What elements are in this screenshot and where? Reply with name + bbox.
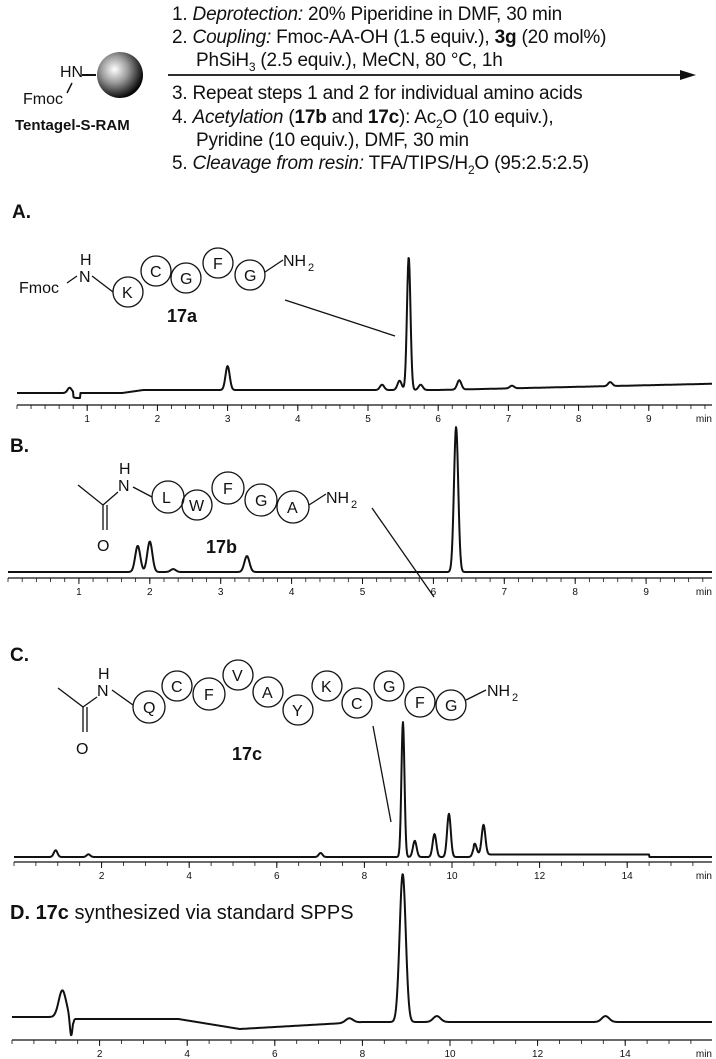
step-4-cont: Pyridine (10 equiv.), DMF, 30 min [196, 130, 469, 151]
panel-label-a: A. [12, 202, 31, 223]
svg-text:O: O [76, 741, 88, 758]
svg-text:NH: NH [487, 683, 510, 700]
tick-label: 6 [435, 414, 441, 425]
compound-label-17c: 17c [232, 744, 263, 764]
svg-text:K: K [321, 679, 332, 696]
tick-label: 6 [431, 587, 437, 598]
svg-text:F: F [415, 695, 425, 712]
tick-label: 3 [218, 587, 224, 598]
axis-unit-label: min [696, 1049, 712, 1059]
trace-d: 2 4 6 8 10 12 14 min [11, 873, 713, 1059]
trace-b: 1 2 3 4 5 6 7 8 9 min [7, 426, 713, 598]
tick-label: 7 [502, 587, 508, 598]
svg-text:C: C [351, 696, 363, 713]
tick-label: 14 [622, 871, 634, 882]
axis-unit-label: min [696, 871, 712, 882]
svg-text:W: W [189, 498, 205, 515]
svg-text:Y: Y [292, 703, 303, 720]
panel-d-title: D. 17c synthesized via standard SPPS [10, 902, 354, 924]
svg-text:Q: Q [143, 700, 155, 717]
svg-text:2: 2 [512, 692, 518, 704]
tick-label: 4 [186, 871, 192, 882]
step-3: 3. Repeat steps 1 and 2 for individual a… [172, 83, 583, 104]
panel-label-b: B. [10, 436, 29, 457]
tick-label: 2 [155, 414, 161, 425]
axis-unit-label: min [696, 414, 712, 425]
step-2-cont: PhSiH3 (2.5 equiv.), MeCN, 80 °C, 1h [196, 50, 503, 74]
tick-label: 1 [76, 587, 82, 598]
svg-text:A: A [262, 685, 273, 702]
tick-label: 12 [534, 871, 546, 882]
tick-label: 4 [295, 414, 301, 425]
tick-label: 8 [572, 587, 578, 598]
svg-text:H: H [98, 666, 110, 683]
tick-label: 2 [97, 1049, 103, 1059]
tick-label: 8 [362, 871, 368, 882]
step-1: 1. Deprotection: 20% Piperidine in DMF, … [172, 4, 563, 25]
tick-label: 8 [360, 1049, 366, 1059]
svg-text:F: F [213, 256, 223, 273]
svg-text:N: N [118, 478, 130, 495]
svg-text:2: 2 [308, 262, 314, 274]
svg-text:G: G [255, 493, 267, 510]
trace-c: 2 4 6 8 10 12 14 min [13, 721, 713, 882]
step-2: 2. Coupling: Fmoc-AA-OH (1.5 equiv.), 3g… [172, 27, 607, 48]
compound-label-17a: 17a [167, 306, 198, 326]
tick-label: 6 [274, 871, 280, 882]
tick-label: 7 [506, 414, 512, 425]
tick-label: 14 [620, 1049, 632, 1059]
tick-label: 6 [272, 1049, 278, 1059]
resin-bead-icon [97, 52, 143, 98]
svg-text:N: N [79, 269, 91, 286]
tick-label: 1 [84, 414, 90, 425]
tick-label: 9 [643, 587, 649, 598]
svg-text:C: C [171, 679, 183, 696]
svg-text:H: H [119, 461, 131, 478]
svg-text:K: K [122, 285, 133, 302]
svg-text:A: A [287, 500, 298, 517]
svg-text:V: V [232, 668, 243, 685]
svg-text:O: O [97, 538, 109, 555]
step-4: 4. Acetylation (17b and 17c): Ac2O (10 e… [172, 107, 554, 131]
svg-text:C: C [150, 264, 162, 281]
tick-label: 2 [99, 871, 105, 882]
tick-label: 5 [365, 414, 371, 425]
tick-label: 10 [446, 871, 458, 882]
resin-name: Tentagel-S-RAM [15, 117, 130, 134]
tick-label: 4 [289, 587, 295, 598]
tick-label: 12 [532, 1049, 544, 1059]
tick-label: 2 [147, 587, 153, 598]
svg-text:G: G [445, 698, 457, 715]
svg-text:G: G [244, 268, 256, 285]
tick-label: 4 [184, 1049, 190, 1059]
svg-text:L: L [162, 490, 171, 507]
svg-text:G: G [383, 679, 395, 696]
axis-unit-label: min [696, 587, 712, 598]
svg-text:2: 2 [351, 499, 357, 511]
trace-a: 1 2 3 4 5 6 7 8 9 min [16, 257, 713, 425]
svg-text:F: F [223, 481, 233, 498]
svg-text:NH: NH [326, 490, 349, 507]
step-5: 5. Cleavage from resin: TFA/TIPS/H2O (95… [172, 153, 589, 177]
scheme-graphics [66, 52, 696, 98]
tick-label: 3 [225, 414, 231, 425]
svg-text:Fmoc: Fmoc [19, 280, 59, 297]
fmoc-label: Fmoc [23, 91, 63, 108]
structure-17c: O N H Q C F V A Y K C G F G NH 2 [57, 659, 518, 823]
structure-17a: Fmoc N H K C G F G NH 2 [19, 247, 396, 337]
compound-label-17b: 17b [206, 537, 238, 557]
tick-label: 8 [576, 414, 582, 425]
svg-text:NH: NH [283, 253, 306, 270]
amine-label: HN [60, 64, 84, 81]
panel-label-c: C. [10, 645, 29, 666]
tick-label: 10 [444, 1049, 456, 1059]
structure-17b: O N H L W F G A NH 2 [77, 461, 435, 598]
svg-text:N: N [97, 683, 109, 700]
tick-label: 9 [646, 414, 652, 425]
svg-text:F: F [204, 687, 214, 704]
tick-label: 5 [360, 587, 366, 598]
svg-text:H: H [80, 252, 92, 269]
svg-text:G: G [180, 271, 192, 288]
